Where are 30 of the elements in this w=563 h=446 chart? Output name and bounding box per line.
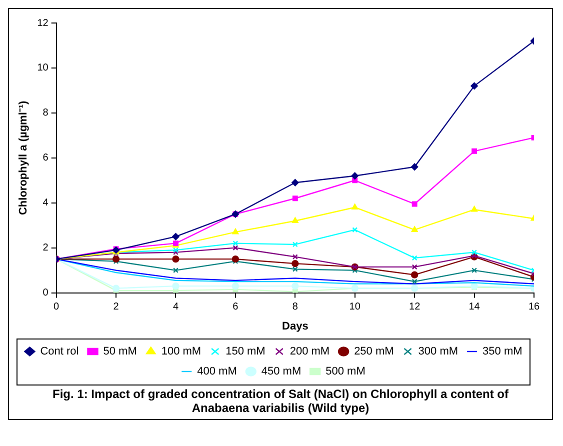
x-tick-label: 6 (232, 302, 239, 313)
legend-label: 250 mM (354, 346, 394, 358)
y-tick-label: 12 (37, 18, 49, 29)
legend-label: 500 mM (326, 366, 366, 378)
legend-label: 450 mM (261, 366, 302, 378)
x-tick-label: 14 (468, 302, 480, 313)
y-tick-label: 0 (42, 288, 49, 299)
y-tick-label: 6 (42, 152, 49, 164)
legend-label: 50 mM (103, 346, 137, 358)
text: Fig. 1: Impact of graded concentration of Salt (NaCl) on Chlorophyll a content of Anabaena variabilis (Wild type) (51, 387, 510, 417)
legend-label: 400 mM (197, 366, 237, 378)
legend-label: 100 mM (161, 346, 202, 358)
legend-label: Cont rol (40, 346, 79, 358)
y-tick-label: 8 (42, 108, 49, 119)
legend-label: 300 mM (418, 346, 458, 358)
legend-label: 200 mM (290, 346, 330, 358)
x-tick-label: 0 (54, 302, 60, 313)
y-tick-label: 2 (42, 242, 49, 254)
x-axis-title: Days (282, 320, 308, 332)
x-tick-label: 10 (349, 302, 361, 313)
y-tick-label: 10 (37, 62, 49, 74)
x-tick-label: 16 (528, 302, 540, 313)
y-tick-label: 4 (42, 198, 49, 209)
x-tick-label: 8 (292, 302, 298, 313)
x-tick-label: 4 (172, 302, 179, 313)
legend-label: 150 mM (226, 346, 266, 358)
x-tick-label: 12 (409, 302, 421, 313)
y-axis-title: Chlorophyll a (µgml⁻¹) (18, 100, 30, 216)
legend-label: 350 mM (482, 346, 522, 358)
x-tick-label: 2 (113, 302, 120, 313)
